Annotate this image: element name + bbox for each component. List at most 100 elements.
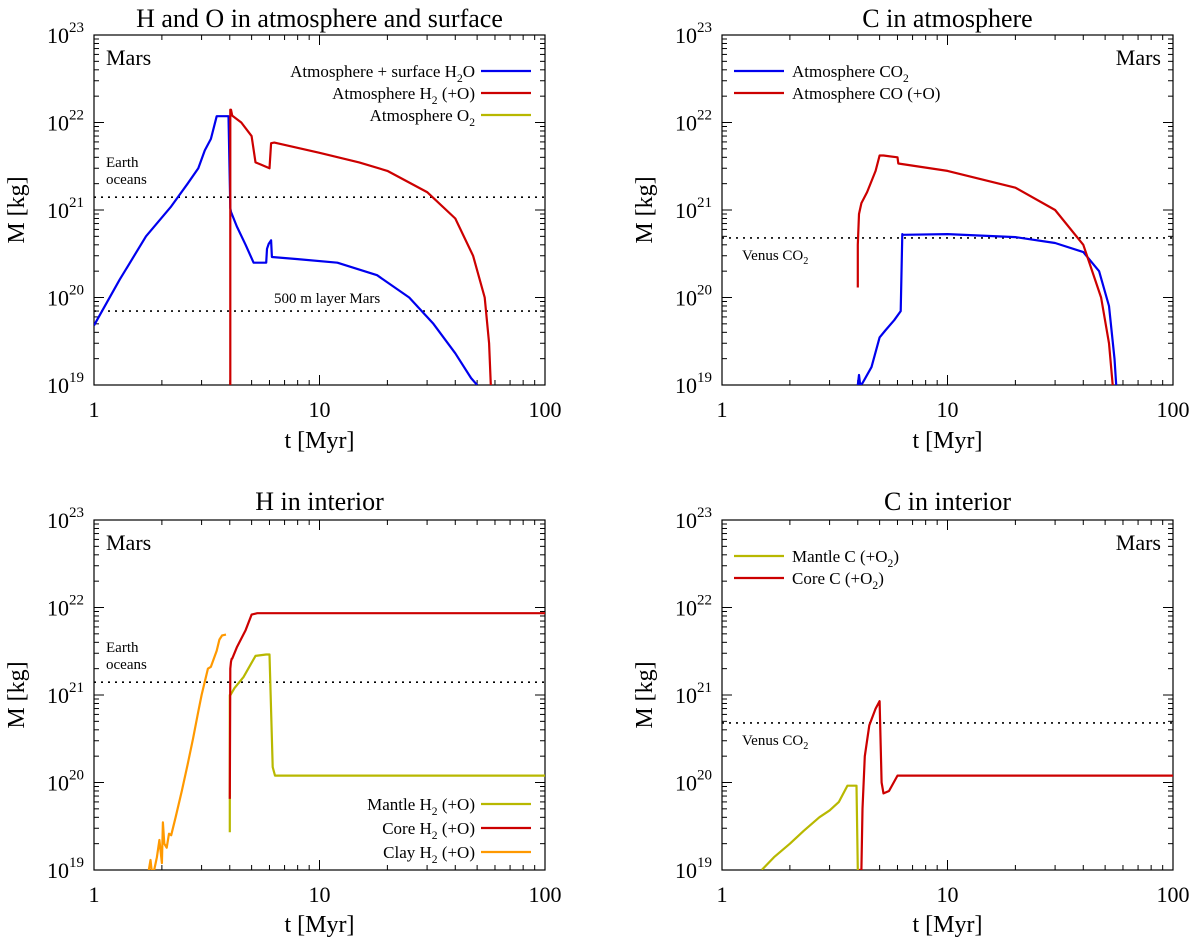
y-tick-exponent: 23	[697, 20, 712, 36]
y-tick-label: 1022	[47, 593, 84, 621]
x-tick-label: 100	[529, 882, 562, 907]
x-tick-label: 10	[937, 397, 959, 422]
legend-label-sub: 2	[903, 72, 909, 85]
x-axis-label: t [Myr]	[913, 912, 983, 937]
data-lines	[760, 700, 1173, 870]
axis-ticks	[93, 35, 545, 386]
y-tick-label: 1019	[675, 370, 712, 398]
y-tick-base: 10	[47, 771, 69, 796]
y-tick-exponent: 23	[697, 505, 712, 521]
legend-label: Atmosphere CO (+O)	[792, 84, 940, 103]
y-tick-exponent: 21	[69, 195, 84, 211]
reference-label: Venus CO2	[742, 733, 808, 752]
y-tick-label: 1021	[675, 680, 712, 708]
reference-label: 500 m layer Mars	[274, 291, 380, 307]
legend-label: Mantle H2 (+O)	[367, 795, 475, 818]
y-tick-base: 10	[675, 508, 697, 533]
legend-label-text: Mantle C (+O	[792, 547, 888, 566]
x-tick-label: 1	[89, 882, 100, 907]
y-tick-label: 1021	[47, 195, 84, 223]
plot-frame	[721, 34, 1174, 386]
legend-label-suffix: O	[463, 62, 475, 81]
y-tick-base: 10	[675, 286, 697, 311]
y-tick-label: 1020	[675, 283, 712, 311]
y-axis-label: M [kg]	[4, 176, 30, 243]
reference-label-text: Venus CO	[742, 733, 803, 749]
legend-label-sub: 2	[469, 116, 475, 129]
y-tick-base: 10	[47, 23, 69, 48]
axis-ticks	[721, 520, 1173, 871]
chart-title: H in interior	[255, 487, 384, 516]
legend-label-text: Atmosphere + surface H	[290, 62, 457, 81]
y-tick-base: 10	[47, 198, 69, 223]
axis-ticks	[93, 520, 545, 871]
reference-label: Earth	[106, 640, 139, 656]
x-tick-label: 100	[1157, 882, 1190, 907]
y-tick-base: 10	[675, 858, 697, 883]
legend-label-suffix: )	[878, 569, 884, 588]
reference-label: Venus CO2	[742, 248, 808, 267]
reference-label-2: oceans	[106, 657, 147, 673]
y-tick-base: 10	[47, 596, 69, 621]
legend-label-text: Core C (+O	[792, 569, 872, 588]
x-tick-label: 100	[1157, 397, 1190, 422]
y-tick-exponent: 19	[697, 370, 712, 386]
legend-label-text: Atmosphere O	[370, 106, 470, 125]
x-tick-label: 10	[309, 882, 331, 907]
chart-title: C in atmosphere	[862, 4, 1032, 33]
legend-label: Atmosphere + surface H2O	[290, 62, 475, 85]
legend-label-sub: 2	[872, 579, 878, 592]
plot-frame	[93, 34, 546, 386]
y-tick-label: 1021	[675, 195, 712, 223]
x-axis-label: t [Myr]	[285, 912, 355, 937]
axis-ticks	[721, 35, 1173, 386]
y-tick-exponent: 21	[697, 195, 712, 211]
y-axis-label: M [kg]	[632, 661, 658, 728]
y-tick-exponent: 19	[697, 855, 712, 871]
y-tick-exponent: 19	[69, 855, 84, 871]
y-tick-base: 10	[675, 198, 697, 223]
planet-label: Mars	[106, 530, 151, 555]
legend-label-text: Mantle H	[367, 795, 432, 814]
legend-label-sub: 2	[457, 72, 463, 85]
x-tick-label: 100	[529, 397, 562, 422]
x-axis-label: t [Myr]	[913, 428, 983, 454]
y-tick-base: 10	[47, 286, 69, 311]
y-tick-label: 1019	[47, 855, 84, 883]
legend-label-suffix: (+O)	[438, 843, 475, 862]
y-tick-base: 10	[675, 683, 697, 708]
legend-label-suffix: (+O)	[438, 795, 475, 814]
legend-label-sub: 2	[432, 829, 438, 842]
series-line-2	[229, 108, 492, 385]
y-tick-exponent: 22	[69, 593, 84, 609]
y-tick-label: 1023	[47, 505, 84, 533]
x-tick-label: 10	[937, 882, 959, 907]
y-tick-exponent: 23	[69, 20, 84, 36]
y-tick-exponent: 21	[697, 680, 712, 696]
y-tick-exponent: 21	[69, 680, 84, 696]
legend-label-text: Clay H	[383, 843, 432, 862]
reference-label-2: oceans	[106, 172, 147, 188]
y-tick-exponent: 19	[69, 370, 84, 386]
data-lines	[94, 108, 492, 385]
chart-title: H and O in atmosphere and surface	[136, 4, 503, 33]
y-tick-base: 10	[47, 508, 69, 533]
y-tick-exponent: 20	[69, 768, 84, 784]
legend-label-suffix: )	[893, 547, 899, 566]
y-tick-label: 1021	[47, 680, 84, 708]
reference-label: Earth	[106, 155, 139, 171]
planet-label: Mars	[1116, 530, 1161, 555]
legend: Mantle C (+O2)Core C (+O2)	[734, 547, 899, 592]
reference-label-sub: 2	[803, 256, 808, 267]
series-line-1	[760, 784, 859, 870]
x-tick-label: 1	[717, 882, 728, 907]
legend-label-sub: 2	[888, 557, 894, 570]
x-tick-label: 10	[309, 397, 331, 422]
y-tick-base: 10	[675, 373, 697, 398]
chart-title: C in interior	[884, 487, 1011, 516]
panel-1: H and O in atmosphere and surface 1 10 100 1…	[4, 4, 562, 454]
